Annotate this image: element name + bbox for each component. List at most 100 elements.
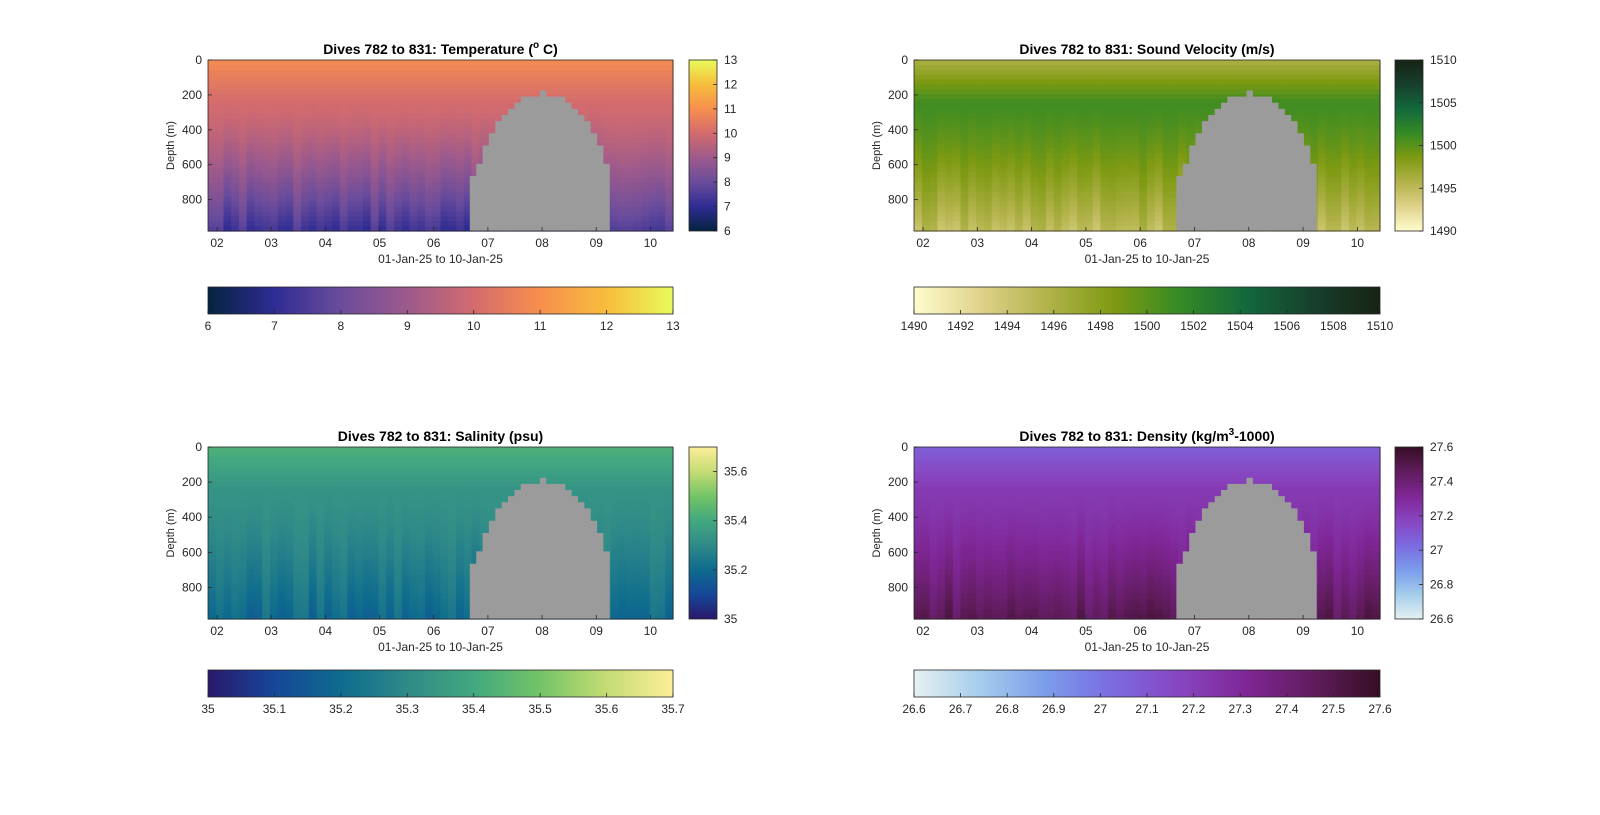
heatmap-cell <box>914 187 923 193</box>
heatmap-cell <box>1131 69 1140 76</box>
heatmap-cell <box>231 152 240 159</box>
heatmap-cell <box>1286 99 1296 105</box>
heatmap-cell <box>316 515 325 522</box>
heatmap-cell <box>1317 69 1327 76</box>
heatmap-cell <box>285 530 294 537</box>
heatmap-cell <box>347 471 356 478</box>
heatmap-cell <box>1139 84 1148 90</box>
heatmap-cell <box>332 182 341 188</box>
heatmap-cell <box>316 147 325 154</box>
heatmap-cell <box>285 216 294 222</box>
heatmap-cell <box>254 206 263 213</box>
heatmap-cell <box>611 216 620 222</box>
heatmap-cell <box>1061 103 1070 110</box>
heatmap-cell <box>208 579 217 586</box>
heatmap-cell <box>223 520 232 527</box>
heatmap-cell <box>262 496 271 502</box>
heatmap-cell <box>223 481 232 487</box>
heatmap-cell <box>223 574 232 581</box>
heatmap-cell <box>945 99 954 105</box>
heatmap-cell <box>1170 99 1179 105</box>
heatmap-cell <box>1170 201 1179 208</box>
heatmap-cell <box>409 211 418 217</box>
heatmap-cell <box>208 64 217 71</box>
heatmap-cell <box>316 466 325 473</box>
heatmap-cell <box>277 147 287 154</box>
heatmap-cell <box>270 584 279 591</box>
heatmap-cell <box>347 505 356 512</box>
heatmap-cell <box>634 79 643 86</box>
heatmap-cell <box>914 191 923 198</box>
heatmap-cell <box>246 589 256 596</box>
heatmap-cell <box>1038 177 1047 183</box>
heatmap-cell <box>262 584 271 591</box>
heatmap-cell <box>215 94 225 100</box>
heatmap-cell <box>1302 84 1311 90</box>
heatmap-cell <box>487 128 496 134</box>
heatmap-cell <box>308 589 318 596</box>
heatmap-cell <box>332 103 341 110</box>
heatmap-cell <box>1317 177 1327 183</box>
heatmap-cell <box>1014 221 1024 227</box>
heatmap-cell <box>1038 152 1047 159</box>
heatmap-cell <box>564 60 573 66</box>
heatmap-cell <box>208 599 217 605</box>
heatmap-cell <box>432 162 442 169</box>
heatmap-cell <box>1131 143 1140 149</box>
heatmap-cell <box>401 187 411 193</box>
heatmap-cell <box>401 157 411 164</box>
heatmap-cell <box>611 123 620 129</box>
heatmap-cell <box>665 216 674 222</box>
heatmap-cell <box>1325 74 1334 81</box>
heatmap-cell <box>285 89 294 95</box>
heatmap-cell <box>285 103 294 110</box>
heatmap-cell <box>332 147 341 154</box>
heatmap-cell <box>425 143 434 149</box>
heatmap-cell <box>1061 94 1070 100</box>
heatmap-cell <box>1100 138 1109 144</box>
heatmap-cell <box>1348 191 1358 198</box>
heatmap-cell <box>1341 172 1350 178</box>
heatmap-cell <box>324 481 333 487</box>
heatmap-cell <box>479 64 488 71</box>
heatmap-cell <box>401 94 411 100</box>
heatmap-cell <box>223 103 232 110</box>
heatmap-cell <box>1162 138 1171 144</box>
heatmap-cell <box>471 99 480 105</box>
heatmap-cell <box>1325 143 1334 149</box>
heatmap-cell <box>1123 177 1133 183</box>
heatmap-cell <box>215 177 225 183</box>
heatmap-cell <box>1162 99 1171 105</box>
heatmap-cell <box>254 451 263 458</box>
heatmap-cell <box>1061 64 1070 71</box>
heatmap-cell <box>1317 191 1327 198</box>
heatmap-cell <box>370 201 380 208</box>
heatmap-cell <box>1209 108 1218 115</box>
heatmap-cell <box>1193 69 1202 76</box>
heatmap-cell <box>316 461 325 468</box>
heatmap-cell <box>1333 99 1342 105</box>
heatmap-cell <box>634 172 643 178</box>
heatmap-cell <box>1061 118 1070 125</box>
heatmap-cell <box>626 143 635 149</box>
heatmap-cell <box>1185 69 1195 76</box>
heatmap-cell <box>502 64 511 71</box>
heatmap-cell <box>1038 99 1047 105</box>
heatmap-cell <box>386 133 395 139</box>
side-colorbar <box>688 59 718 232</box>
heatmap-cell <box>1294 103 1303 110</box>
heatmap-cell <box>921 216 931 222</box>
heatmap-cell <box>277 471 287 478</box>
heatmap-cell <box>215 609 225 615</box>
heatmap-cell <box>293 226 302 232</box>
heatmap-cell <box>1201 89 1210 95</box>
heatmap-cell <box>914 84 923 90</box>
heatmap-cell <box>1022 143 1032 149</box>
heatmap-cell <box>541 60 550 66</box>
heatmap-cell <box>1356 147 1366 154</box>
heatmap-cell <box>1170 152 1179 159</box>
heatmap-cell <box>262 564 271 571</box>
heatmap-cell <box>316 152 325 159</box>
heatmap-cell <box>1077 123 1086 129</box>
heatmap-cell <box>1092 108 1101 115</box>
